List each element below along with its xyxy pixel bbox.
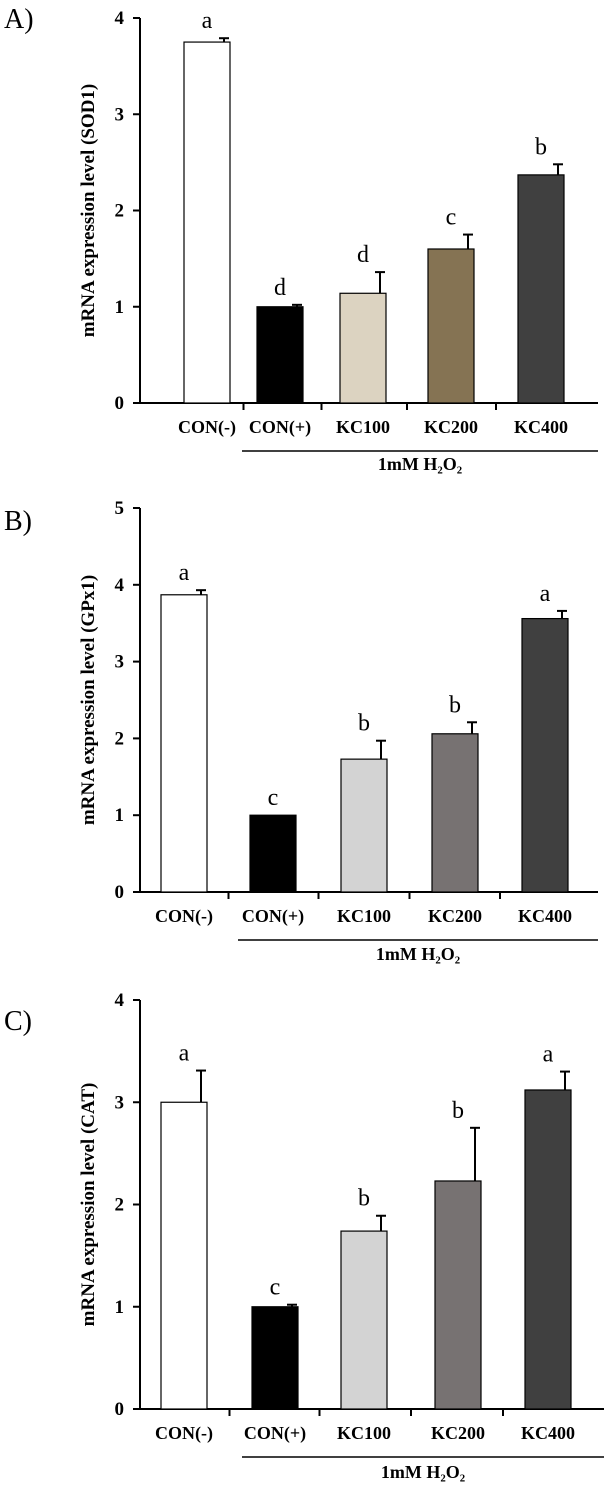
- bar-KC400: [517, 174, 565, 404]
- x-tick-label: CON(-): [155, 1423, 213, 1444]
- y-tick-label: 5: [115, 498, 125, 519]
- x-tick-label: KC100: [337, 906, 391, 926]
- y-tick-label: 4: [115, 990, 125, 1011]
- y-tick-label: 1: [115, 1297, 125, 1318]
- y-tick-label: 2: [115, 1195, 125, 1216]
- y-axis-title: mRNA expression level (SOD1): [78, 84, 99, 338]
- y-tick-label: 3: [115, 104, 125, 125]
- y-axis-title: mRNA expression level (CAT): [78, 1083, 99, 1327]
- x-tick-label: CON(+): [242, 906, 304, 927]
- treatment-label: 1mM H₂O₂: [381, 1462, 465, 1482]
- x-tick-label: KC200: [428, 906, 482, 926]
- y-tick-label: 2: [115, 728, 125, 749]
- significance-letter: c: [446, 205, 457, 231]
- x-tick-label: CON(-): [155, 906, 213, 927]
- bar-CON(-): [183, 41, 231, 404]
- significance-letter: c: [268, 785, 279, 811]
- bar-KC200: [431, 733, 479, 893]
- bar-CON(+): [249, 814, 297, 893]
- y-tick-label: 1: [115, 805, 125, 826]
- y-tick-label: 0: [115, 1399, 125, 1420]
- significance-letter: d: [357, 242, 369, 268]
- x-tick-label: KC400: [521, 1423, 575, 1443]
- bar-CON(+): [256, 306, 304, 404]
- bar-KC100: [340, 1230, 388, 1410]
- chart-panel-2: B) mRNA expression level (GPx1) 0 1 2 3 4 5 a CON…: [4, 498, 598, 964]
- y-tick-label: 0: [115, 882, 125, 903]
- bar-KC100: [339, 292, 387, 404]
- panel-label: A): [4, 4, 34, 35]
- significance-letter: b: [535, 134, 547, 160]
- y-tick-label: 0: [115, 393, 125, 414]
- y-tick-label: 3: [115, 1092, 125, 1113]
- x-tick-label: KC400: [514, 417, 568, 437]
- significance-letter: a: [179, 560, 190, 586]
- y-tick-label: 2: [115, 201, 125, 222]
- significance-letter: b: [358, 1186, 370, 1212]
- chart-panel-3: C) mRNA expression level (CAT) 0 1 2 3 4 a CON(-…: [4, 990, 604, 1482]
- bar-CON(+): [251, 1306, 299, 1410]
- bar-CON(-): [160, 594, 208, 893]
- panel-label: B): [4, 506, 32, 537]
- significance-letter: c: [270, 1275, 281, 1301]
- x-tick-label: KC200: [431, 1423, 485, 1443]
- treatment-label: 1mM H₂O₂: [376, 944, 460, 964]
- x-tick-label: KC400: [518, 906, 572, 926]
- significance-letter: a: [179, 1041, 190, 1067]
- significance-letter: d: [274, 275, 286, 301]
- x-tick-label: CON(+): [244, 1423, 306, 1444]
- significance-letter: b: [449, 692, 461, 718]
- significance-letter: a: [202, 8, 213, 34]
- bar-KC200: [427, 248, 475, 404]
- x-tick-label: KC200: [424, 417, 478, 437]
- chart-panel-1: A) mRNA expression level (SOD1) 0 1 2 3 4 a CON(…: [4, 4, 598, 474]
- y-tick-label: 4: [115, 575, 125, 596]
- bar-KC100: [340, 758, 388, 893]
- y-axis-title: mRNA expression level (GPx1): [78, 575, 99, 825]
- treatment-label: 1mM H₂O₂: [378, 454, 462, 474]
- bar-CON(-): [160, 1101, 208, 1410]
- bar-KC400: [524, 1089, 572, 1410]
- x-tick-label: KC100: [337, 1423, 391, 1443]
- significance-letter: b: [358, 711, 370, 737]
- x-tick-label: KC100: [336, 417, 390, 437]
- significance-letter: b: [452, 1098, 464, 1124]
- significance-letter: a: [543, 1042, 554, 1068]
- panel-label: C): [4, 1006, 32, 1037]
- y-tick-label: 1: [115, 297, 125, 318]
- x-tick-label: CON(+): [249, 417, 311, 438]
- x-tick-label: CON(-): [178, 417, 236, 438]
- y-tick-label: 3: [115, 652, 125, 673]
- bar-KC400: [521, 617, 569, 893]
- y-tick-label: 4: [115, 8, 125, 29]
- bar-KC200: [434, 1180, 482, 1410]
- significance-letter: a: [540, 581, 551, 607]
